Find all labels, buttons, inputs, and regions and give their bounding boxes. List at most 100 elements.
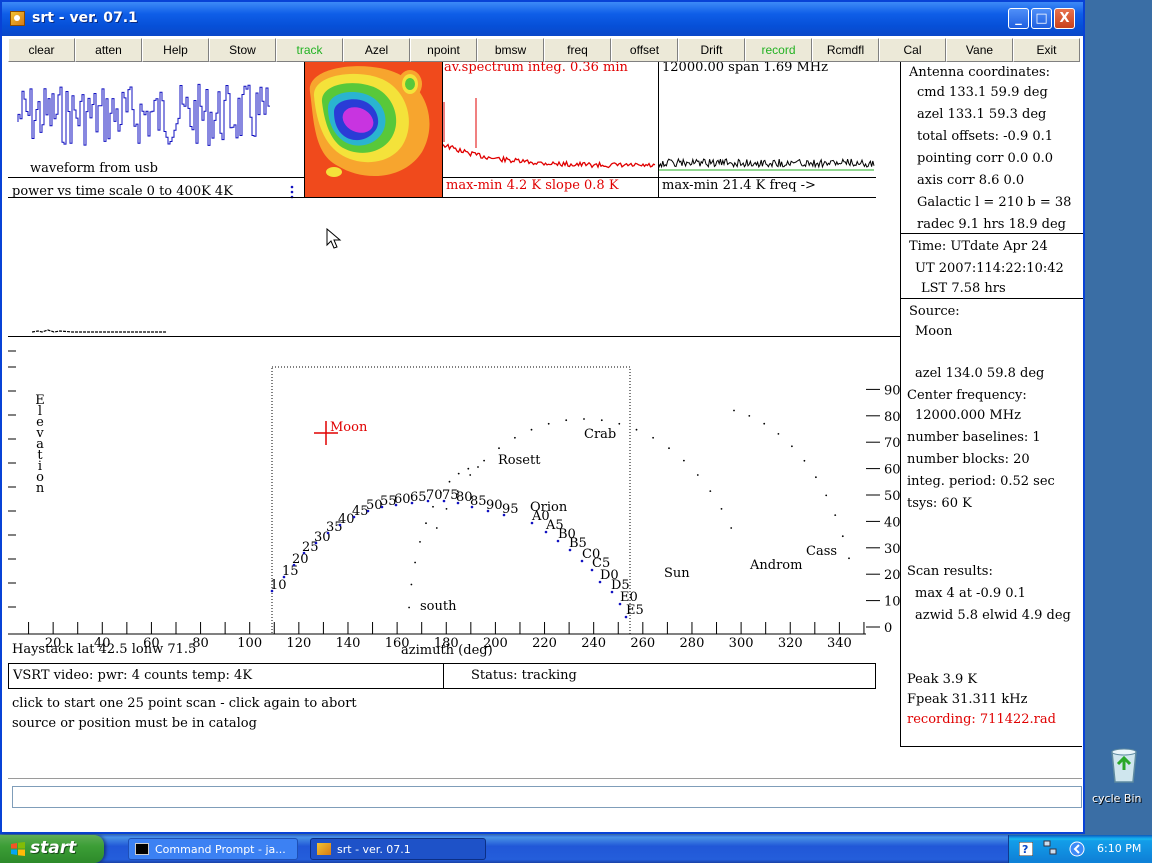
azimuth-tick-label: 20 xyxy=(45,636,62,651)
galactic-plane-point xyxy=(352,515,356,519)
help-icon[interactable]: ? xyxy=(1019,842,1033,856)
power-scale-label: power vs time scale 0 to 400K 4K xyxy=(12,184,233,199)
rosett-track-dot xyxy=(425,522,427,525)
vsrt-video-status: VSRT video: pwr: 4 counts temp: 4K xyxy=(13,668,253,683)
crab-track-dot xyxy=(635,428,638,431)
taskbar: start Command Prompt - ja... srt - ver. … xyxy=(0,835,1152,863)
toolbar-button-cal[interactable]: Cal xyxy=(879,38,946,62)
maximize-button[interactable]: □ xyxy=(1031,8,1052,29)
command-input[interactable] xyxy=(12,786,1082,808)
divider xyxy=(901,233,1083,234)
toolbar-button-rcmdfl[interactable]: Rcmdfl xyxy=(812,38,879,62)
galactic-plane-point xyxy=(326,531,330,535)
toolbar-button-drift[interactable]: Drift xyxy=(678,38,745,62)
tray-chevron-icon[interactable] xyxy=(1069,841,1085,857)
track-point xyxy=(618,602,622,606)
toolbar-button-freq[interactable]: freq xyxy=(544,38,611,62)
elevation-letter: E xyxy=(35,393,45,408)
tsys: tsys: 60 K xyxy=(907,496,972,511)
rosett-track-dot xyxy=(457,472,460,475)
divider xyxy=(442,177,876,178)
antenna-heading: Antenna coordinates: xyxy=(909,65,1051,80)
minimize-button[interactable]: _ xyxy=(1008,8,1029,29)
crab-track-dot xyxy=(652,436,654,439)
cass-track-dot xyxy=(748,415,751,417)
divider xyxy=(8,778,1082,779)
waveform-panel: waveform from usb xyxy=(8,62,304,177)
toolbar-button-azel[interactable]: Azel xyxy=(343,38,410,62)
cass-track-dot xyxy=(777,433,780,435)
azimuth-tick-label: 320 xyxy=(778,636,803,651)
time-heading: Time: UTdate Apr 24 xyxy=(909,239,1048,254)
antenna-pointing-corr: pointing corr 0.0 0.0 xyxy=(917,151,1054,166)
toolbar-button-atten[interactable]: atten xyxy=(75,38,142,62)
galactic-plane-label: 25 xyxy=(302,540,319,555)
toolbar-button-clear[interactable]: clear xyxy=(8,38,75,62)
toolbar-button-track[interactable]: track xyxy=(276,38,343,62)
start-label: start xyxy=(30,838,77,858)
mouse-cursor-icon xyxy=(326,228,342,249)
minimize-icon: _ xyxy=(1015,11,1022,26)
galactic-plane-label: 15 xyxy=(282,564,299,579)
title-bar[interactable]: srt - ver. 07.1 _ □ X xyxy=(2,2,1083,36)
track-label-c5: C5 xyxy=(592,556,610,571)
toolbar-button-help[interactable]: Help xyxy=(142,38,209,62)
source-label-orion: Orion xyxy=(530,500,568,515)
antenna-total-offsets: total offsets: -0.9 0.1 xyxy=(917,129,1054,144)
network-icon[interactable] xyxy=(1043,840,1057,856)
waveform-plot xyxy=(17,83,270,146)
rosett-track-dot xyxy=(410,583,413,586)
crab-track-dot xyxy=(696,474,699,476)
galactic-plane-point xyxy=(442,499,446,503)
source-label-sun: Sun xyxy=(664,566,690,581)
cass-track-dot xyxy=(848,557,850,560)
taskbar-item-srt[interactable]: srt - ver. 07.1 xyxy=(310,838,486,860)
start-button[interactable]: start xyxy=(0,835,104,863)
galactic-plane-point xyxy=(292,563,296,567)
divider xyxy=(304,62,305,198)
track-label-c0: C0 xyxy=(582,547,600,562)
toolbar-button-stow[interactable]: Stow xyxy=(209,38,276,62)
galactic-plane-point xyxy=(502,513,506,517)
divider xyxy=(8,197,876,198)
span-spectrum-plot xyxy=(658,132,875,172)
scan-heading: Scan results: xyxy=(907,564,993,579)
elevation-tick-label: 80 xyxy=(884,410,900,425)
cass-track-dot xyxy=(825,494,828,497)
toolbar-button-npoint[interactable]: npoint xyxy=(410,38,477,62)
track-point xyxy=(530,521,534,525)
recycle-bin[interactable]: cycle Bin xyxy=(1090,740,1150,810)
azimuth-tick-label: 300 xyxy=(729,636,754,651)
status-row: VSRT video: pwr: 4 counts temp: 4K Statu… xyxy=(8,663,876,689)
close-button[interactable]: X xyxy=(1054,8,1075,29)
toolbar-button-vane[interactable]: Vane xyxy=(946,38,1013,62)
source-label-crab: Crab xyxy=(584,427,616,442)
sky-plot-canvas: 20 40 60 80 100 120 140 160 180 200 220 240 260 280 30… xyxy=(8,350,901,651)
galactic-plane-point xyxy=(302,551,306,555)
scale-dots-icon xyxy=(290,185,294,199)
message-line-1: click to start one 25 point scan - click… xyxy=(12,696,357,711)
source-label-moon: Moon xyxy=(330,420,368,435)
toolbar-button-offset[interactable]: offset xyxy=(611,38,678,62)
toolbar-button-bmsw[interactable]: bmsw xyxy=(477,38,544,62)
elevation-letter: n xyxy=(35,481,45,496)
center-freq: 12000.000 MHz xyxy=(915,408,1021,423)
java-app-icon xyxy=(10,11,25,26)
sky-plot[interactable]: 20 40 60 80 100 120 140 160 180 200 220 240 260 280 30… xyxy=(8,337,901,659)
elevation-letter: e xyxy=(36,415,44,430)
crab-track-dot xyxy=(709,490,712,492)
scan-region-box xyxy=(271,366,631,635)
cass-track-dot xyxy=(834,514,837,516)
rosett-track-dot xyxy=(448,480,451,483)
azimuth-tick-label: 80 xyxy=(192,636,209,651)
close-icon: X xyxy=(1059,11,1070,26)
waveform-trace xyxy=(17,83,270,146)
recycle-bin-icon xyxy=(1111,748,1137,783)
recording-file: recording: 711422.rad xyxy=(907,712,1056,727)
time-ut: UT 2007:114:22:10:42 xyxy=(915,261,1064,276)
taskbar-item-command-prompt[interactable]: Command Prompt - ja... xyxy=(128,838,298,860)
toolbar-button-exit[interactable]: Exit xyxy=(1013,38,1080,62)
toolbar-button-record[interactable]: record xyxy=(745,38,812,62)
track-point xyxy=(544,530,548,534)
